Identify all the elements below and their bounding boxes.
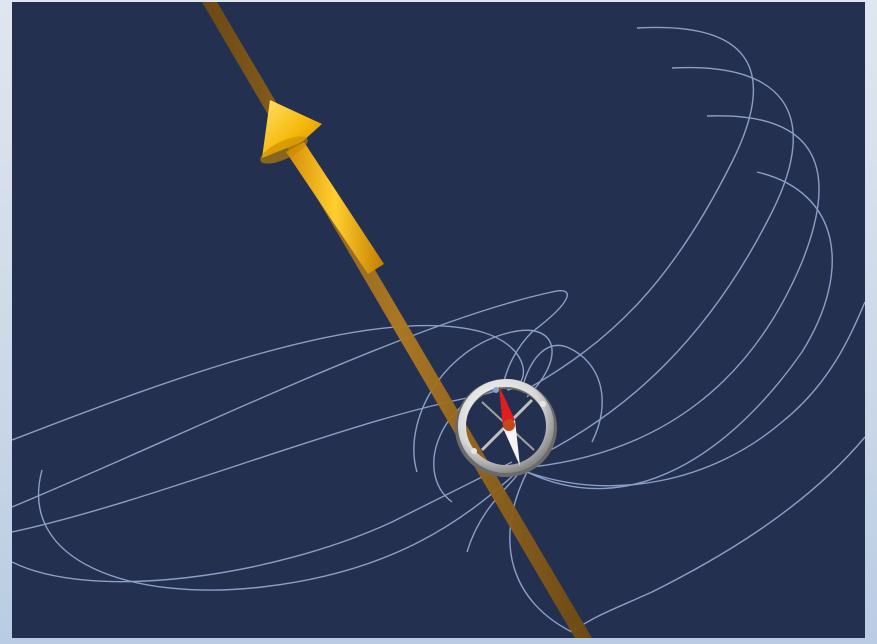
compass-needle-north xyxy=(499,386,515,428)
compass-marker xyxy=(540,401,546,407)
field-line xyxy=(509,471,573,633)
compass-ring xyxy=(458,379,554,473)
compass-marker xyxy=(493,387,499,393)
field-line xyxy=(571,436,865,633)
field-line xyxy=(12,461,513,583)
field-line xyxy=(37,469,518,591)
field-line xyxy=(413,329,553,473)
compass-icon xyxy=(455,379,557,477)
magnetic-field-lines xyxy=(12,26,865,633)
field-line xyxy=(526,66,794,463)
compass-needle-south xyxy=(503,420,520,466)
compass-marker xyxy=(471,448,477,454)
scene-canvas xyxy=(12,2,865,638)
field-line xyxy=(531,115,820,468)
field-line xyxy=(12,290,568,508)
magnetic-field-scene xyxy=(12,2,865,638)
arrow-shaft xyxy=(286,142,384,274)
current-direction-arrow-icon xyxy=(260,100,384,274)
scene-background xyxy=(12,2,865,638)
arrow-cone-base xyxy=(260,136,308,164)
compass-pivot xyxy=(503,419,515,431)
field-line xyxy=(521,26,755,393)
field-line xyxy=(523,344,603,443)
field-line xyxy=(526,171,833,490)
field-line xyxy=(526,301,865,487)
